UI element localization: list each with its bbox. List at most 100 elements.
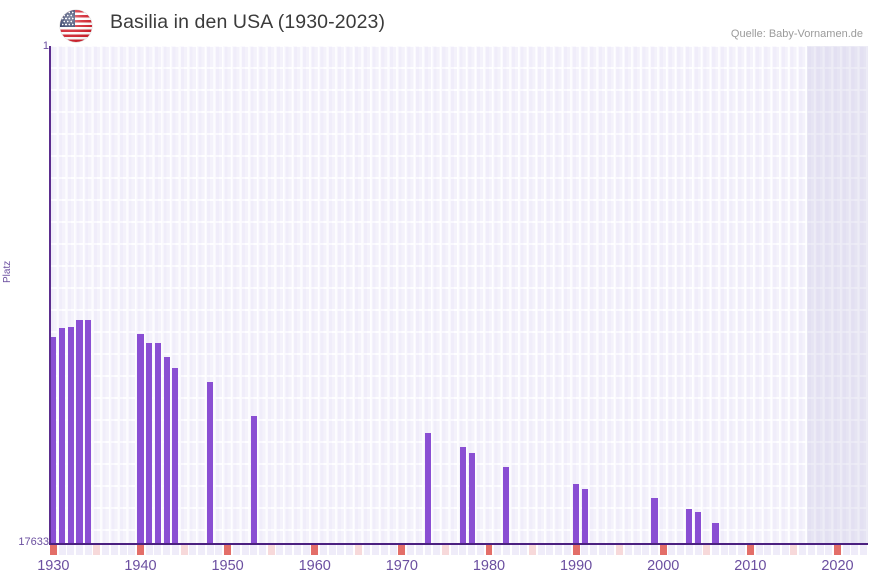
x-tick-mark (49, 545, 57, 555)
x-tick-mark (76, 545, 83, 555)
x-tick-label: 1960 (298, 558, 331, 574)
x-tick-mark (842, 545, 850, 555)
x-axis-tick-marks (49, 545, 868, 556)
x-tick-mark (250, 545, 258, 555)
x-tick-mark (232, 545, 240, 555)
x-tick-mark (616, 545, 624, 555)
y-axis-title: Platz (2, 260, 13, 283)
x-tick-mark (346, 545, 354, 555)
x-tick-mark (398, 545, 406, 555)
x-tick-mark (598, 545, 606, 555)
bar (146, 342, 153, 544)
x-tick-mark (851, 545, 859, 555)
x-tick-mark (189, 545, 197, 555)
bar (59, 328, 66, 544)
chart-header: Basilia in den USA (1930-2023) Quelle: B… (0, 0, 873, 44)
bar (154, 342, 161, 544)
x-tick-mark (267, 545, 275, 555)
x-tick-label: 2010 (734, 558, 767, 574)
x-tick-mark (476, 545, 484, 555)
x-tick-mark (764, 545, 772, 555)
x-tick-mark (607, 545, 615, 555)
x-tick-mark (441, 545, 449, 555)
x-tick-mark (215, 545, 223, 555)
x-tick-mark (494, 545, 502, 555)
x-tick-label: 1940 (124, 558, 157, 574)
x-axis-line (49, 543, 868, 545)
bar (67, 327, 74, 544)
x-tick-mark (380, 545, 388, 555)
usa-flag-icon (60, 10, 92, 42)
x-tick-mark (241, 545, 249, 555)
x-tick-mark (276, 545, 284, 555)
x-tick-mark (258, 545, 266, 555)
x-tick-mark (389, 545, 397, 555)
y-axis-line (49, 46, 51, 544)
x-tick-mark (154, 545, 162, 555)
x-tick-mark (659, 545, 667, 555)
bar (695, 512, 702, 544)
x-tick-mark (546, 545, 554, 555)
x-tick-mark (302, 545, 310, 555)
source-credit: Quelle: Baby-Vornamen.de (730, 28, 863, 40)
x-tick-mark (163, 545, 171, 555)
bar (137, 334, 144, 544)
bar (712, 523, 719, 544)
x-tick-mark (746, 545, 754, 555)
x-tick-mark (799, 545, 807, 555)
x-tick-mark (781, 545, 789, 555)
x-tick-mark (468, 545, 476, 555)
x-tick-mark (694, 545, 702, 555)
bar (686, 509, 693, 544)
x-tick-mark (511, 545, 519, 555)
bar (424, 432, 432, 544)
x-tick-mark (816, 545, 824, 555)
x-tick-mark (206, 545, 214, 555)
x-tick-mark (529, 545, 537, 555)
grid-lines (49, 46, 868, 544)
x-tick-mark (825, 545, 833, 555)
x-tick-mark (563, 545, 571, 555)
x-tick-label: 1970 (385, 558, 418, 574)
bar (163, 356, 170, 544)
x-tick-mark (703, 545, 711, 555)
x-tick-mark (485, 545, 493, 555)
x-tick-mark (93, 545, 101, 555)
x-tick-mark (807, 545, 815, 555)
plot-area (49, 46, 868, 544)
x-tick-mark (712, 545, 719, 555)
x-tick-mark (58, 545, 66, 555)
x-tick-mark (668, 545, 676, 555)
bar (76, 319, 83, 544)
x-tick-mark (415, 545, 423, 555)
x-tick-mark (537, 545, 545, 555)
x-tick-mark (685, 545, 693, 555)
x-tick-mark (67, 545, 75, 555)
x-tick-mark (145, 545, 153, 555)
x-tick-mark (738, 545, 746, 555)
bar (581, 489, 588, 544)
x-tick-label: 1950 (211, 558, 244, 574)
x-tick-mark (502, 545, 510, 555)
y-axis-tick-bottom: 17633 (18, 536, 49, 548)
x-tick-mark (581, 545, 589, 555)
x-tick-mark (590, 545, 598, 555)
x-tick-mark (834, 545, 841, 555)
x-tick-mark (860, 545, 868, 555)
bar (85, 319, 92, 544)
x-tick-mark (363, 545, 371, 555)
x-tick-mark (433, 545, 441, 555)
x-axis-tick-labels: 1930 1940 1950 1960 1970 1980 1990 2000 2010 2020 (37, 558, 868, 582)
bar (250, 415, 257, 544)
x-tick-mark (642, 545, 650, 555)
x-tick-mark (328, 545, 336, 555)
x-tick-mark (677, 545, 685, 555)
bar (50, 336, 57, 544)
bar (651, 497, 658, 544)
x-tick-mark (720, 545, 728, 555)
x-tick-mark (337, 545, 345, 555)
x-tick-mark (102, 545, 110, 555)
shaded-no-data-region (807, 46, 868, 544)
x-tick-mark (372, 545, 380, 555)
x-tick-mark (136, 545, 144, 555)
